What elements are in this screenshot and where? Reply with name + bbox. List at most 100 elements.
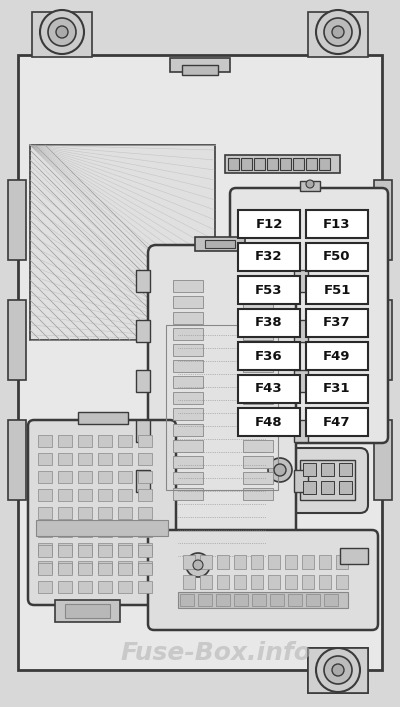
Bar (306, 342, 368, 370)
Circle shape (316, 648, 360, 692)
FancyBboxPatch shape (248, 448, 368, 513)
Bar (98, 471, 112, 483)
Bar (78, 561, 92, 573)
Bar (243, 376, 273, 388)
Bar (238, 210, 300, 238)
Bar (200, 575, 212, 589)
Bar (238, 309, 300, 337)
Bar (243, 392, 273, 404)
Bar (268, 555, 280, 569)
Bar (268, 575, 280, 589)
Bar (180, 594, 194, 606)
Bar (238, 408, 300, 436)
Bar (58, 471, 72, 483)
Text: F51: F51 (323, 284, 351, 296)
Bar (173, 328, 203, 340)
Text: F53: F53 (255, 284, 283, 296)
Bar (58, 581, 72, 593)
Bar (138, 489, 152, 501)
Bar (238, 243, 300, 271)
Bar (38, 561, 52, 573)
Bar (306, 594, 320, 606)
Bar (302, 575, 314, 589)
Bar (38, 581, 52, 593)
Circle shape (193, 560, 203, 570)
Bar (118, 561, 132, 573)
Circle shape (306, 180, 314, 188)
Bar (65, 604, 110, 618)
Bar (138, 507, 152, 519)
Bar (118, 581, 132, 593)
Bar (138, 561, 152, 573)
Bar (138, 525, 152, 537)
Bar (173, 360, 203, 372)
Bar (136, 270, 150, 292)
Bar (280, 158, 291, 170)
Text: F13: F13 (323, 218, 351, 230)
Bar (118, 489, 132, 501)
Bar (340, 548, 368, 564)
Bar (38, 507, 52, 519)
Bar (118, 563, 132, 575)
Bar (374, 180, 392, 260)
Bar (30, 145, 215, 340)
Bar (178, 592, 348, 608)
Bar (8, 420, 26, 500)
Bar (234, 555, 246, 569)
Bar (38, 563, 52, 575)
Bar (205, 240, 235, 248)
Circle shape (324, 18, 352, 46)
Circle shape (332, 26, 344, 38)
Bar (238, 276, 300, 304)
Bar (78, 543, 92, 555)
Bar (182, 65, 218, 75)
Bar (118, 435, 132, 447)
Bar (138, 453, 152, 465)
Circle shape (40, 10, 84, 54)
Bar (217, 555, 229, 569)
Bar (58, 435, 72, 447)
Bar (374, 300, 392, 380)
Bar (173, 312, 203, 324)
Bar (234, 594, 248, 606)
Bar (243, 472, 273, 484)
Bar (173, 440, 203, 452)
Bar (303, 463, 316, 476)
Bar (300, 181, 320, 191)
Bar (294, 470, 308, 492)
Bar (321, 481, 334, 494)
Bar (294, 370, 308, 392)
Bar (58, 507, 72, 519)
Bar (138, 435, 152, 447)
Bar (118, 543, 132, 555)
Bar (38, 489, 52, 501)
Bar (200, 555, 212, 569)
FancyBboxPatch shape (148, 245, 296, 550)
Bar (243, 408, 273, 420)
Text: F32: F32 (255, 250, 283, 264)
Text: F47: F47 (323, 416, 351, 428)
Bar (78, 412, 128, 424)
Bar (138, 543, 152, 555)
Bar (308, 648, 368, 693)
Bar (38, 545, 52, 557)
Bar (55, 600, 120, 622)
Text: F49: F49 (323, 349, 351, 363)
Bar (319, 555, 331, 569)
Bar (243, 440, 273, 452)
Bar (98, 489, 112, 501)
Bar (251, 575, 263, 589)
Bar (78, 471, 92, 483)
Bar (138, 581, 152, 593)
FancyBboxPatch shape (230, 188, 388, 443)
Bar (98, 545, 112, 557)
Bar (38, 525, 52, 537)
Bar (98, 525, 112, 537)
Bar (58, 453, 72, 465)
Bar (173, 488, 203, 500)
Bar (173, 424, 203, 436)
Bar (183, 555, 195, 569)
Bar (267, 158, 278, 170)
Bar (38, 435, 52, 447)
Bar (58, 561, 72, 573)
